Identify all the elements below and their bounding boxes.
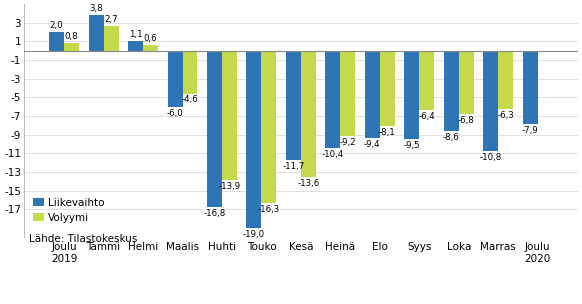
Bar (49, 32, 64, 51)
Text: -10,8: -10,8 (480, 153, 502, 162)
Text: -16,3: -16,3 (258, 205, 280, 213)
Text: -19,0: -19,0 (243, 230, 265, 239)
Bar (325, 51, 340, 148)
Text: -9,2: -9,2 (339, 138, 356, 147)
Text: -16,8: -16,8 (203, 209, 226, 218)
Bar (128, 40, 143, 51)
Bar (483, 51, 498, 151)
Text: -6,3: -6,3 (498, 111, 514, 120)
Bar (104, 26, 119, 51)
Bar (286, 51, 301, 160)
Text: 2,7: 2,7 (104, 15, 118, 24)
Bar (404, 51, 419, 139)
Text: Lähde: Tilastokeskus: Lähde: Tilastokeskus (30, 234, 138, 244)
Bar (443, 51, 459, 131)
Text: -13,9: -13,9 (218, 182, 240, 191)
Bar (222, 51, 237, 180)
Bar (498, 51, 513, 109)
Bar (459, 51, 474, 114)
Bar (168, 51, 183, 107)
Text: -8,1: -8,1 (379, 128, 396, 137)
Text: -7,9: -7,9 (522, 126, 538, 135)
Text: -8,6: -8,6 (443, 133, 460, 142)
Text: -10,4: -10,4 (322, 150, 344, 158)
Bar (88, 15, 104, 51)
Text: -6,4: -6,4 (418, 112, 435, 121)
Text: -4,6: -4,6 (182, 95, 198, 105)
Bar (523, 51, 538, 124)
Bar (64, 43, 79, 51)
Bar (183, 51, 197, 94)
Text: 2,0: 2,0 (50, 21, 63, 30)
Bar (301, 51, 316, 178)
Text: -6,0: -6,0 (166, 109, 183, 118)
Bar (380, 51, 395, 126)
Text: -11,7: -11,7 (282, 162, 304, 171)
Bar (365, 51, 380, 138)
Text: 3,8: 3,8 (89, 5, 103, 13)
Text: -6,8: -6,8 (458, 116, 474, 125)
Bar (246, 51, 261, 228)
Bar (419, 51, 434, 110)
Text: -9,5: -9,5 (403, 141, 420, 150)
Bar (207, 51, 222, 207)
Text: -9,4: -9,4 (364, 140, 381, 149)
Bar (261, 51, 276, 203)
Bar (143, 45, 158, 51)
Text: 1,1: 1,1 (129, 30, 143, 39)
Text: -13,6: -13,6 (297, 179, 320, 188)
Text: 0,6: 0,6 (144, 34, 157, 43)
Text: 0,8: 0,8 (65, 33, 79, 41)
Bar (340, 51, 356, 136)
Legend: Liikevaihto, Volyymi: Liikevaihto, Volyymi (29, 194, 109, 227)
